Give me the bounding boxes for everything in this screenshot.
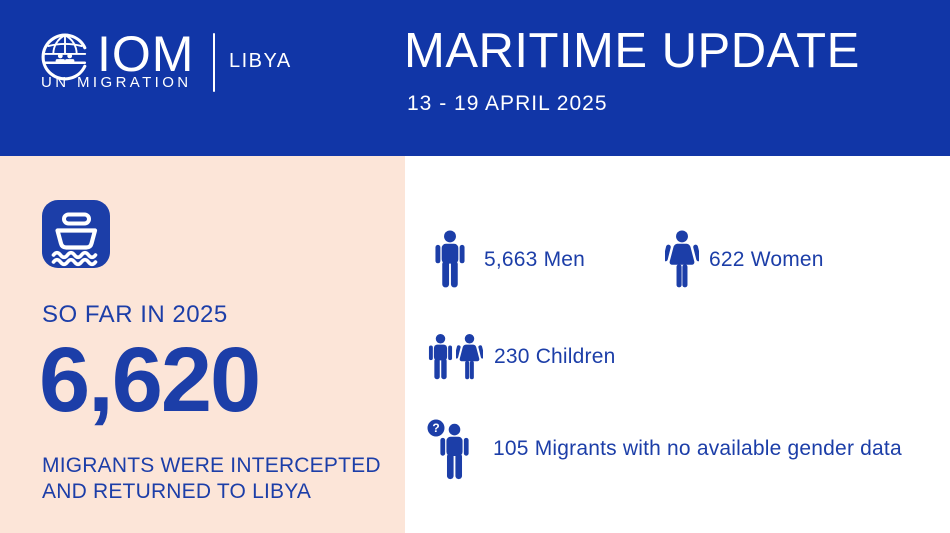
period-label: SO FAR IN 2025 [42,301,228,328]
total-migrants-number: 6,620 [39,329,261,431]
stat-women-text: 622 Women [709,248,824,272]
stat-children-label: Children [535,345,616,368]
stat-row-children: 230 Children [427,328,616,386]
person-silhouette [440,423,469,480]
logo-org-name: IOM [97,26,195,82]
globe-people-figures [55,53,75,62]
header-banner: IOM UN MIGRATION LIBYA MARITIME UPDATE 1… [0,0,950,156]
stat-children-text: 230 Children [494,345,616,369]
logo-tagline: UN MIGRATION [41,74,192,91]
stat-men-value: 5,663 [484,248,538,271]
logo-divider [213,33,215,92]
stat-men-text: 5,663 Men [484,248,585,272]
question-mark-badge-icon: ? [427,419,445,437]
stat-unknown-value: 105 [493,437,529,460]
summary-panel: SO FAR IN 2025 6,620 MIGRANTS WERE INTER… [0,156,405,533]
svg-text:?: ? [432,421,439,435]
stat-unknown-label: Migrants with no available gender data [534,437,902,460]
breakdown-panel: 5,663 Men 622 Women [405,156,950,533]
stat-children-value: 230 [494,345,530,368]
total-migrants-description: MIGRANTS WERE INTERCEPTED AND RETURNED T… [42,453,381,505]
description-line-2: AND RETURNED TO LIBYA [42,480,312,503]
stat-women-label: Women [750,248,824,271]
date-range: 13 - 19 APRIL 2025 [407,92,608,115]
stat-men-label: Men [543,248,586,271]
woman-icon [665,230,699,288]
unknown-gender-icon: ? [427,416,477,482]
page-title: MARITIME UPDATE [404,24,860,78]
stat-row-women: 622 Women [665,228,824,292]
stat-unknown-text: 105 Migrants with no available gender da… [493,437,902,461]
boy-icon [428,333,453,379]
stat-row-men: 5,663 Men [433,228,585,292]
children-icon [427,331,483,384]
logo-office-name: LIBYA [229,50,292,72]
boat-icon [42,200,110,268]
globe-icon [41,33,87,81]
stat-women-value: 622 [709,248,745,271]
description-line-1: MIGRANTS WERE INTERCEPTED [42,454,381,477]
girl-icon [456,333,483,379]
man-icon [435,230,465,288]
stat-row-unknown-gender: ? 105 Migrants with no available gender … [427,414,902,484]
